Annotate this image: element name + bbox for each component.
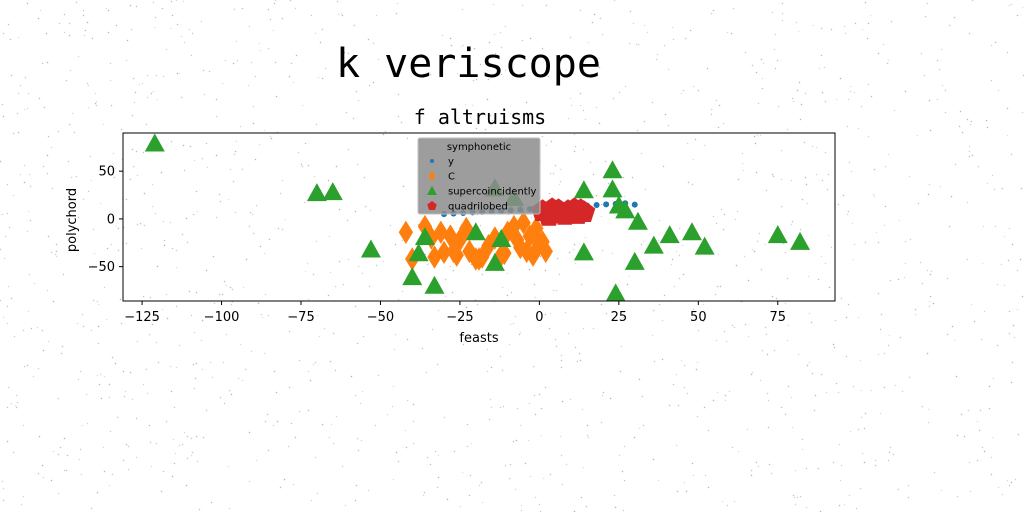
point-supercoincidently xyxy=(767,225,788,244)
point-supercoincidently xyxy=(643,235,664,254)
point-supercoincidently xyxy=(605,283,626,302)
point-supercoincidently xyxy=(573,180,594,199)
point-supercoincidently xyxy=(602,160,623,179)
x-axis-label: feasts xyxy=(459,331,498,346)
point-y xyxy=(593,201,600,208)
y-tick-label: −50 xyxy=(88,260,115,275)
point-C xyxy=(538,239,553,264)
point-C xyxy=(471,247,487,271)
legend-marker-C xyxy=(428,170,436,182)
point-supercoincidently xyxy=(402,267,423,286)
x-axis-ticks: −125 −100 −75 −50 −25 0 25 50 75 xyxy=(124,301,786,325)
x-tick-label: −125 xyxy=(124,310,160,325)
legend-marker-quadrilobed xyxy=(427,201,437,211)
chart-title: f altruisms xyxy=(414,105,546,129)
y-tick-label: 0 xyxy=(107,212,115,227)
series-quadrilobed xyxy=(531,197,596,226)
point-supercoincidently xyxy=(573,242,594,261)
point-supercoincidently xyxy=(608,195,629,214)
series-C xyxy=(398,211,553,271)
data-marks xyxy=(144,133,811,302)
legend-box xyxy=(417,137,541,215)
legend-marker-y xyxy=(430,159,434,163)
point-C xyxy=(446,239,461,264)
y-axis-label: polychord xyxy=(65,188,80,252)
point-supercoincidently xyxy=(484,252,505,271)
point-supercoincidently xyxy=(306,183,327,202)
point-y xyxy=(603,201,610,208)
point-supercoincidently xyxy=(659,225,680,244)
legend-label-supercoincidently: supercoincidently xyxy=(448,187,536,198)
point-quadrilobed xyxy=(572,200,596,222)
x-tick-label: −75 xyxy=(287,310,314,325)
point-C xyxy=(506,214,522,239)
point-C xyxy=(427,245,442,269)
point-C xyxy=(525,243,541,267)
axes-frame xyxy=(122,132,836,302)
point-supercoincidently xyxy=(144,133,165,152)
y-axis-ticks: 50 0 −50 xyxy=(88,165,123,275)
x-tick-label: 0 xyxy=(535,310,543,325)
point-supercoincidently xyxy=(790,231,811,250)
legend-marker-supercoincidently xyxy=(427,186,437,195)
point-supercoincidently xyxy=(602,179,623,198)
point-supercoincidently xyxy=(408,243,429,262)
x-tick-label: 75 xyxy=(770,310,787,325)
point-supercoincidently xyxy=(694,236,715,255)
point-C xyxy=(398,220,414,244)
x-tick-label: 50 xyxy=(690,310,707,325)
point-C xyxy=(487,226,503,250)
point-supercoincidently xyxy=(681,222,702,241)
x-tick-label: −50 xyxy=(367,310,394,325)
point-C xyxy=(522,224,538,248)
point-C xyxy=(497,241,512,265)
point-supercoincidently xyxy=(624,251,645,270)
y-tick-label: 50 xyxy=(98,165,115,180)
point-supercoincidently xyxy=(465,222,486,241)
legend-label-C: C xyxy=(448,172,455,183)
point-C xyxy=(516,211,531,235)
point-supercoincidently xyxy=(627,211,648,230)
point-C xyxy=(513,235,528,260)
point-supercoincidently xyxy=(414,227,435,246)
point-C xyxy=(529,216,544,241)
point-C xyxy=(509,228,525,252)
point-supercoincidently xyxy=(322,182,343,201)
legend-title: symphonetic xyxy=(447,142,511,153)
point-supercoincidently xyxy=(360,239,381,258)
figure-suptitle: k veriscope xyxy=(336,41,601,87)
point-supercoincidently xyxy=(491,228,512,247)
point-supercoincidently xyxy=(424,275,445,294)
x-tick-label: −100 xyxy=(204,310,240,325)
x-tick-label: −25 xyxy=(446,310,473,325)
point-y xyxy=(631,201,638,208)
x-tick-label: 25 xyxy=(611,310,628,325)
legend-label-quadrilobed: quadrilobed xyxy=(448,202,508,213)
point-C xyxy=(443,224,458,248)
legend-label-y: y xyxy=(448,157,454,168)
